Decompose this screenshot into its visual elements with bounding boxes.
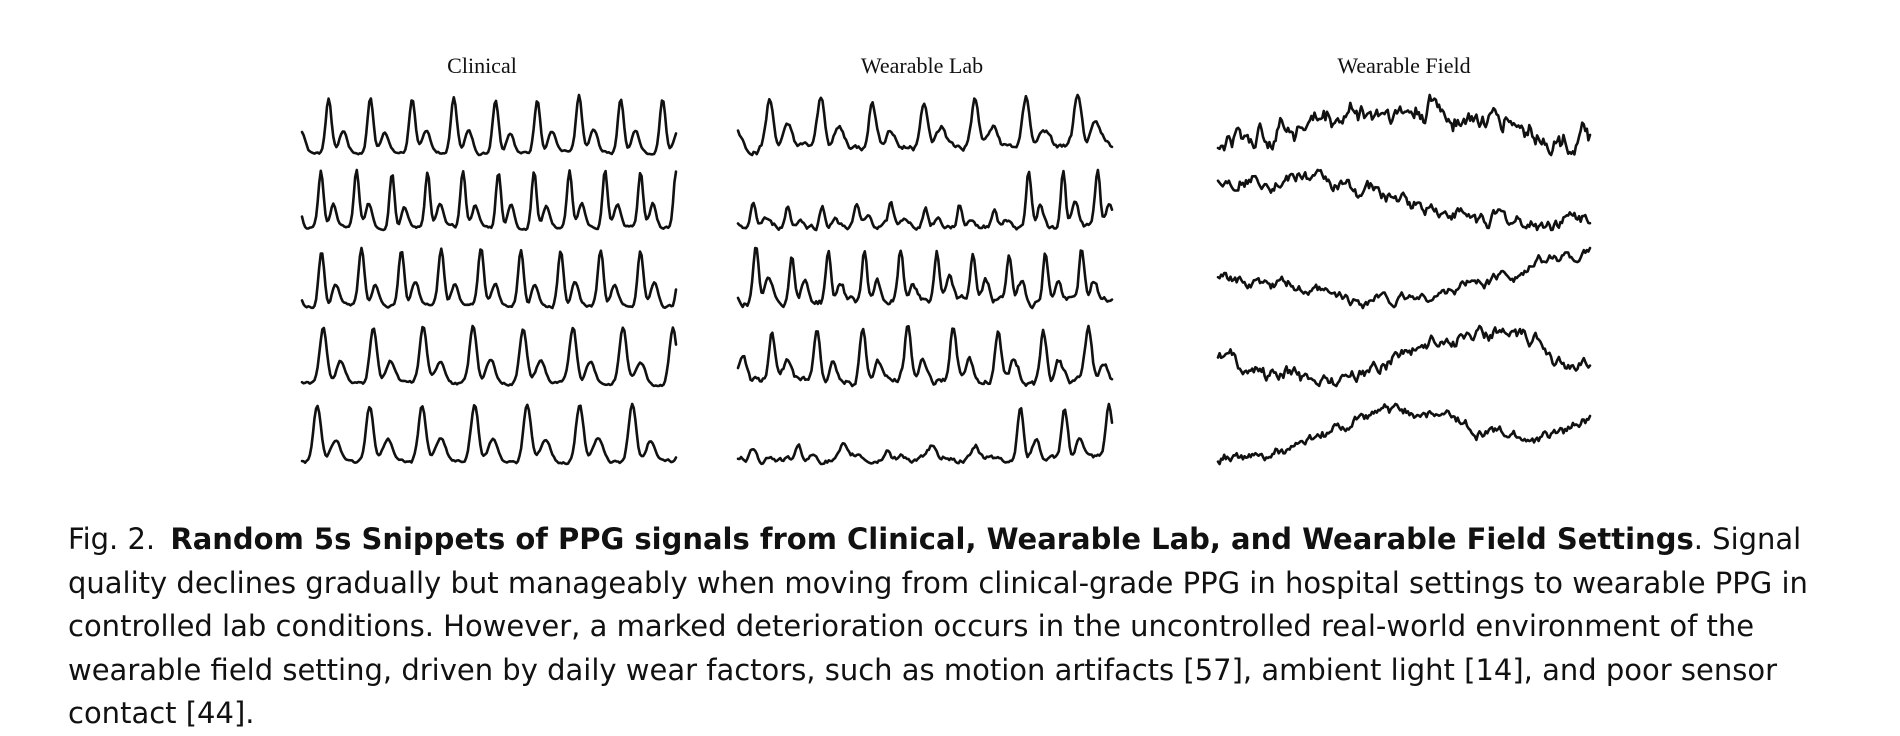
clinical-traces <box>300 93 678 466</box>
panel-clinical: Clinical <box>300 53 678 466</box>
panel-title-clinical: Clinical <box>447 53 517 78</box>
wearable-lab-trace-4 <box>736 324 1114 388</box>
figure-label: Fig. 2. <box>68 522 156 556</box>
figure-title: Random 5s Snippets of PPG signals from C… <box>170 522 1694 556</box>
figure-caption: Fig. 2. Random 5s Snippets of PPG signal… <box>68 518 1858 736</box>
wearable-lab-traces <box>736 93 1114 466</box>
ppg-snippet-figure: Clinical Wearable Lab Wearable Field <box>300 53 1592 466</box>
wearable-field-traces <box>1216 93 1592 466</box>
wearable-field-trace-1 <box>1216 93 1592 157</box>
figure-caption-body: . Signal quality declines gradually but … <box>68 522 1808 730</box>
wearable-field-trace-5 <box>1216 402 1592 466</box>
wearable-lab-trace-3 <box>736 246 1114 310</box>
clinical-trace-3 <box>300 246 678 310</box>
clinical-trace-5 <box>300 402 678 466</box>
panel-title-wearable-field: Wearable Field <box>1337 53 1470 78</box>
clinical-trace-2 <box>300 168 678 232</box>
wearable-field-trace-3 <box>1216 246 1592 310</box>
wearable-lab-trace-1 <box>736 93 1114 157</box>
panel-wearable-field: Wearable Field <box>1216 53 1592 466</box>
wearable-lab-trace-2 <box>736 168 1114 232</box>
panel-title-wearable-lab: Wearable Lab <box>861 53 983 78</box>
panel-wearable-lab: Wearable Lab <box>736 53 1114 466</box>
wearable-lab-trace-5 <box>736 402 1114 466</box>
wearable-field-trace-2 <box>1216 168 1592 232</box>
clinical-trace-4 <box>300 324 678 388</box>
clinical-trace-1 <box>300 93 678 157</box>
wearable-field-trace-4 <box>1216 324 1592 388</box>
